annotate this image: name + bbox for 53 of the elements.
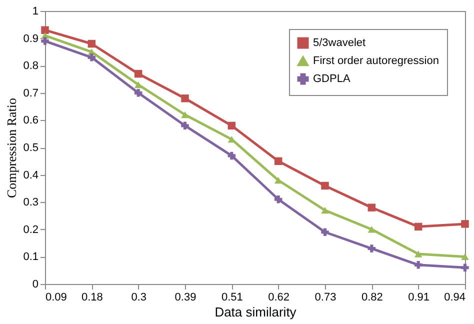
- x-tick-label: 0.51: [221, 292, 243, 304]
- x-tick-label: 0.09: [46, 292, 67, 304]
- point: [134, 81, 142, 88]
- y-tick-label: 0.7: [23, 87, 38, 100]
- point: [134, 70, 142, 78]
- x-tick-label: 0.39: [174, 292, 196, 304]
- point: [181, 111, 189, 118]
- point: [88, 54, 96, 62]
- point: [414, 261, 422, 269]
- y-tick-label: 0.3: [23, 196, 38, 209]
- point: [274, 176, 282, 184]
- point: [461, 253, 469, 260]
- point: [274, 195, 282, 204]
- x-axis-title: Data similarity: [214, 304, 297, 320]
- point: [368, 226, 376, 233]
- legend-label: 5/3wavelet: [313, 37, 366, 49]
- point: [321, 182, 329, 190]
- point: [461, 264, 469, 272]
- x-tick-label: 0.73: [314, 292, 336, 304]
- point: [368, 244, 376, 252]
- point: [41, 26, 49, 34]
- point: [368, 204, 376, 212]
- point: [414, 222, 422, 231]
- point: [228, 152, 236, 160]
- x-tick-label: 0.18: [81, 292, 103, 304]
- y-tick-label: 0.8: [23, 60, 38, 72]
- point: [134, 89, 142, 97]
- y-tick-label: 0.5: [23, 142, 38, 154]
- point: [181, 94, 189, 102]
- point: [228, 122, 236, 130]
- point: [321, 206, 329, 214]
- x-tick-label: 0.94: [444, 292, 466, 304]
- y-tick-label: 0.6: [23, 114, 38, 127]
- point: [321, 228, 329, 236]
- y-tick-label: 0.4: [23, 169, 38, 182]
- point: [181, 122, 189, 130]
- legend-label: GDPLA: [313, 73, 351, 85]
- legend-label: First order autoregression: [313, 55, 439, 67]
- x-tick-label: 0.62: [268, 292, 290, 304]
- x-tick-label: 0.3: [131, 292, 146, 304]
- y-tick-label: 0.1: [23, 251, 38, 264]
- x-tick-label: 0.91: [408, 292, 430, 304]
- point: [88, 40, 96, 48]
- y-tick-label: 0.2: [23, 224, 38, 236]
- point: [274, 157, 282, 166]
- y-tick-label: 0: [32, 278, 38, 290]
- point: [461, 220, 469, 228]
- x-tick-label: 0.82: [361, 292, 383, 304]
- y-tick-label: 0.9: [23, 32, 38, 45]
- y-axis-title: Compression Ratio: [4, 98, 20, 198]
- y-tick-label: 1: [32, 6, 38, 18]
- point: [414, 250, 422, 258]
- point: [41, 37, 49, 45]
